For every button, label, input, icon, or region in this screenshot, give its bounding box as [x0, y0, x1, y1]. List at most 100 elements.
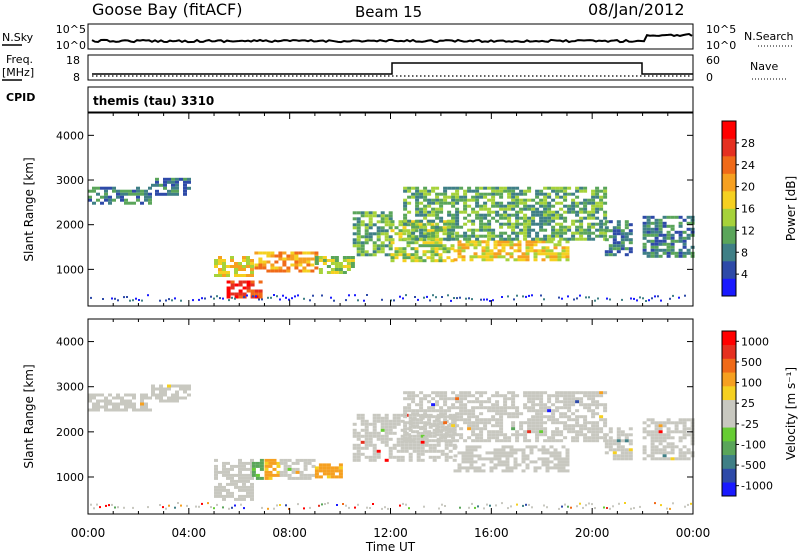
y-tick-label: 1000	[56, 471, 84, 484]
velocity-echo-region-1	[151, 384, 191, 403]
power-echo-region-2	[214, 256, 254, 277]
x-tick-label: 16:00	[474, 526, 509, 540]
noise-tick-top-left: 10^5	[56, 23, 86, 36]
power-panel: 1000 2000 3000 4000 Slant Range [km]	[22, 112, 695, 307]
colorbar-tick-label: 8	[741, 246, 748, 259]
power-echo-region-8	[453, 240, 570, 262]
colorbar-tick-label: 12	[741, 224, 755, 237]
colorbar-tick-label: -25	[741, 418, 759, 431]
colorbar-swatch	[722, 156, 736, 174]
colorbar-tick-label: 25	[741, 397, 755, 410]
x-tick-label: 00:00	[676, 526, 711, 540]
velocity-echo-region-0	[88, 393, 152, 412]
colorbar-tick-label: 4	[741, 268, 748, 281]
y-tick-label: 3000	[56, 174, 84, 187]
colorbars: 4 8 12 16 20 24 28 Power [dB] 1000 500 100 25 -25 -10…	[721, 120, 798, 497]
colorbar-tick-label: -1000	[741, 480, 773, 493]
colorbar-swatch	[722, 278, 736, 297]
colorbar-swatch	[722, 386, 736, 401]
colorbar-label: Power [dB]	[784, 176, 798, 241]
y-tick-label: 3000	[56, 381, 84, 394]
cpid-label: CPID	[6, 91, 35, 104]
velocity-near-range-clutter	[90, 502, 692, 510]
colorbar-swatch	[722, 482, 736, 497]
velocity-echo-region-9	[403, 391, 608, 443]
y-axis-label: Slant Range [km]	[22, 364, 36, 468]
nave-tick-top: 60	[706, 54, 720, 67]
velocity-echo-region-10	[604, 427, 633, 461]
cpid-strip-frame	[87, 86, 694, 113]
freq-label: Freq.	[6, 53, 33, 66]
power-echo-region-5	[314, 256, 355, 274]
freq-strip-frame	[87, 54, 694, 81]
nave-tick-bottom: 0	[706, 71, 713, 84]
power-echo-region-10	[604, 220, 633, 257]
power-echo-region-9	[403, 186, 608, 241]
colorbar-tick-label: 24	[741, 159, 755, 172]
colorbar-swatch	[722, 226, 736, 244]
velocity-panel: 1000 2000 3000 4000 Slant Range [km] 00:00 04:…	[22, 318, 711, 554]
y-axis-label: Slant Range [km]	[22, 157, 36, 261]
velocity-echo-region-3	[251, 458, 264, 480]
cpid-value: themis (tau) 3310	[93, 94, 214, 108]
power-echo-region-6	[352, 211, 393, 257]
power-echo-region-1	[151, 177, 191, 196]
colorbar-swatch	[722, 344, 736, 359]
colorbar-swatch	[722, 413, 736, 428]
freq-unit: [MHz]	[2, 66, 34, 79]
nsky-trace	[91, 32, 693, 44]
colorbar-swatch	[722, 468, 736, 483]
date-title: 08/Jan/2012	[588, 0, 685, 19]
colorbar-tick-label: 500	[741, 356, 762, 369]
y-tick-label: 1000	[56, 263, 84, 276]
colorbar-tick-label: -100	[741, 438, 766, 451]
velocity-echo-region-7	[352, 413, 457, 462]
colorbar-tick-label: 16	[741, 203, 755, 216]
noise-tick-bottom-left: 10^0	[56, 39, 86, 52]
velocity-echo-region-4	[264, 458, 281, 480]
velocity-echo-region-11	[642, 418, 695, 461]
beam-title: Beam 15	[355, 3, 422, 21]
nsky-label: N.Sky	[2, 31, 34, 44]
colorbar-swatch	[722, 372, 736, 387]
colorbar-swatch	[722, 121, 736, 139]
colorbar-swatch	[722, 173, 736, 192]
y-tick-label: 2000	[56, 219, 84, 232]
colorbar-label: Velocity [m s⁻¹]	[784, 367, 798, 460]
noise-tick-top-right: 10^5	[706, 23, 736, 36]
power-echo-region-4	[254, 251, 319, 273]
station-title: Goose Bay (fitACF)	[92, 0, 242, 19]
colorbar-tick-label: 1000	[741, 335, 769, 348]
power-echo-region-3	[226, 280, 263, 299]
power-colorbar: 4 8 12 16 20 24 28 Power [dB]	[721, 120, 798, 297]
colorbar-tick-label: 28	[741, 137, 755, 150]
x-axis-label: Time UT	[365, 540, 416, 554]
velocity-echo-region-5	[279, 458, 316, 480]
colorbar-swatch	[722, 454, 736, 469]
freq-tick-bottom: 8	[73, 71, 80, 84]
velocity-echo-region-8	[453, 445, 570, 473]
freq-trace	[92, 62, 693, 75]
colorbar-swatch	[722, 358, 736, 373]
power-echo-region-0	[88, 186, 152, 205]
x-tick-label: 00:00	[71, 526, 106, 540]
colorbar-swatch	[722, 243, 736, 262]
colorbar-frame	[721, 330, 737, 497]
power-echo-region-11	[642, 215, 695, 258]
colorbar-swatch	[722, 208, 736, 227]
velocity-echo-region-6	[314, 463, 343, 479]
x-tick-label: 12:00	[373, 526, 408, 540]
nsearch-label: N.Search	[744, 30, 794, 43]
nave-label: Nave	[750, 60, 778, 73]
noise-strip-frame	[87, 23, 694, 50]
y-tick-label: 4000	[56, 336, 84, 349]
colorbar-tick-label: 20	[741, 181, 755, 194]
colorbar-tick-label: 100	[741, 377, 762, 390]
colorbar-swatch	[722, 261, 736, 279]
x-tick-label: 04:00	[172, 526, 207, 540]
colorbar-swatch	[722, 427, 736, 442]
freq-tick-top: 18	[66, 54, 80, 67]
colorbar-swatch	[722, 331, 736, 346]
power-near-range-clutter	[90, 294, 686, 302]
